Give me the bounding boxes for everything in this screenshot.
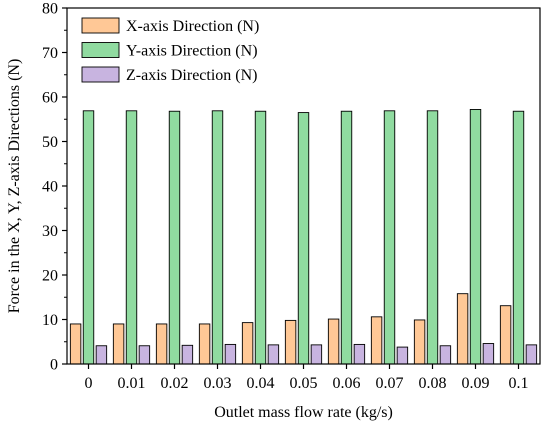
x-tick-label: 0.08 (419, 375, 447, 392)
bar-series-1-0.02 (155, 323, 168, 365)
bar-series-2-0.01 (125, 110, 138, 365)
x-axis-label: Outlet mass flow rate (kg/s) (214, 404, 393, 421)
y-tick-label: 50 (42, 134, 58, 151)
bar-series-1-0.1 (499, 305, 512, 365)
bar-series-2-0.1 (512, 110, 525, 365)
bar-series-2-0.03 (211, 110, 224, 365)
y-axis: 0 10 20 30 40 50 60 70 80 (42, 1, 67, 374)
bar-series-2-0.05 (297, 112, 310, 365)
bar-series-3-0.03 (224, 343, 237, 365)
bar-series-3-0.1 (525, 344, 538, 365)
bar-series-1-0.06 (327, 318, 340, 365)
bar-series-1-0.01 (112, 323, 125, 365)
legend-label-3: Z-axis Direction (N) (126, 67, 258, 84)
legend-swatch-2 (81, 42, 120, 58)
y-tick-label: 0 (50, 357, 58, 374)
legend-label-2: Y-axis Direction (N) (126, 43, 258, 60)
bar-series-3-0.05 (310, 344, 323, 365)
bars-group (69, 109, 538, 365)
bar-series-1-0.05 (284, 319, 297, 365)
bar-series-1-0.03 (198, 323, 211, 365)
x-tick-label: 0.07 (376, 375, 404, 392)
bar-series-1-0.07 (370, 316, 383, 365)
bar-series-3-0.09 (482, 343, 495, 365)
bar-series-1-0.04 (241, 322, 254, 365)
bar-series-3-0.01 (138, 345, 151, 365)
legend-swatch-1 (81, 17, 120, 34)
bar-series-3-0.04 (267, 344, 280, 365)
legend-label-1: X-axis Direction (N) (126, 18, 259, 35)
bar-series-2-0.09 (469, 109, 482, 365)
y-tick-label: 20 (42, 268, 58, 285)
y-tick-label: 10 (42, 312, 58, 329)
bar-series-3-0.07 (396, 346, 409, 365)
y-tick-label: 60 (42, 90, 58, 107)
bar-series-1-0.08 (413, 319, 426, 365)
bar-series-2-0.04 (254, 110, 267, 365)
y-axis-label: Force in the X, Y, Z-axis Directions (N) (6, 59, 23, 314)
y-tick-label: 40 (42, 179, 58, 196)
bar-series-2-0.06 (340, 110, 353, 365)
bar-series-3-0.06 (353, 343, 366, 365)
y-tick-label: 30 (42, 223, 58, 240)
x-axis: 0 0.01 0.02 0.03 0.04 0.05 0.06 0.07 0.08 0.09 0.1 (85, 364, 529, 392)
bar-series-3-0.08 (439, 345, 452, 365)
bar-series-2-0.02 (168, 110, 181, 365)
bar-series-2-0.08 (426, 110, 439, 365)
y-tick-label: 80 (42, 1, 58, 18)
x-tick-label: 0.04 (247, 375, 275, 392)
bar-series-3-0 (95, 345, 108, 365)
bar-series-2-0 (82, 110, 95, 365)
x-tick-label: 0.03 (204, 375, 232, 392)
x-tick-label: 0.09 (462, 375, 490, 392)
bar-series-1-0.09 (456, 293, 469, 365)
bar-series-1-0 (69, 323, 82, 365)
x-tick-label: 0.02 (161, 375, 189, 392)
bar-series-2-0.07 (383, 110, 396, 365)
x-tick-label: 0.06 (333, 375, 361, 392)
x-tick-label: 0.01 (118, 375, 146, 392)
x-tick-label: 0 (85, 375, 93, 392)
legend-swatch-3 (81, 66, 120, 83)
legend: X-axis Direction (N) Y-axis Direction (N)… (81, 17, 259, 84)
bar-series-3-0.02 (181, 344, 194, 365)
y-tick-label: 70 (42, 45, 58, 62)
x-tick-label: 0.1 (509, 375, 529, 392)
x-tick-label: 0.05 (290, 375, 318, 392)
